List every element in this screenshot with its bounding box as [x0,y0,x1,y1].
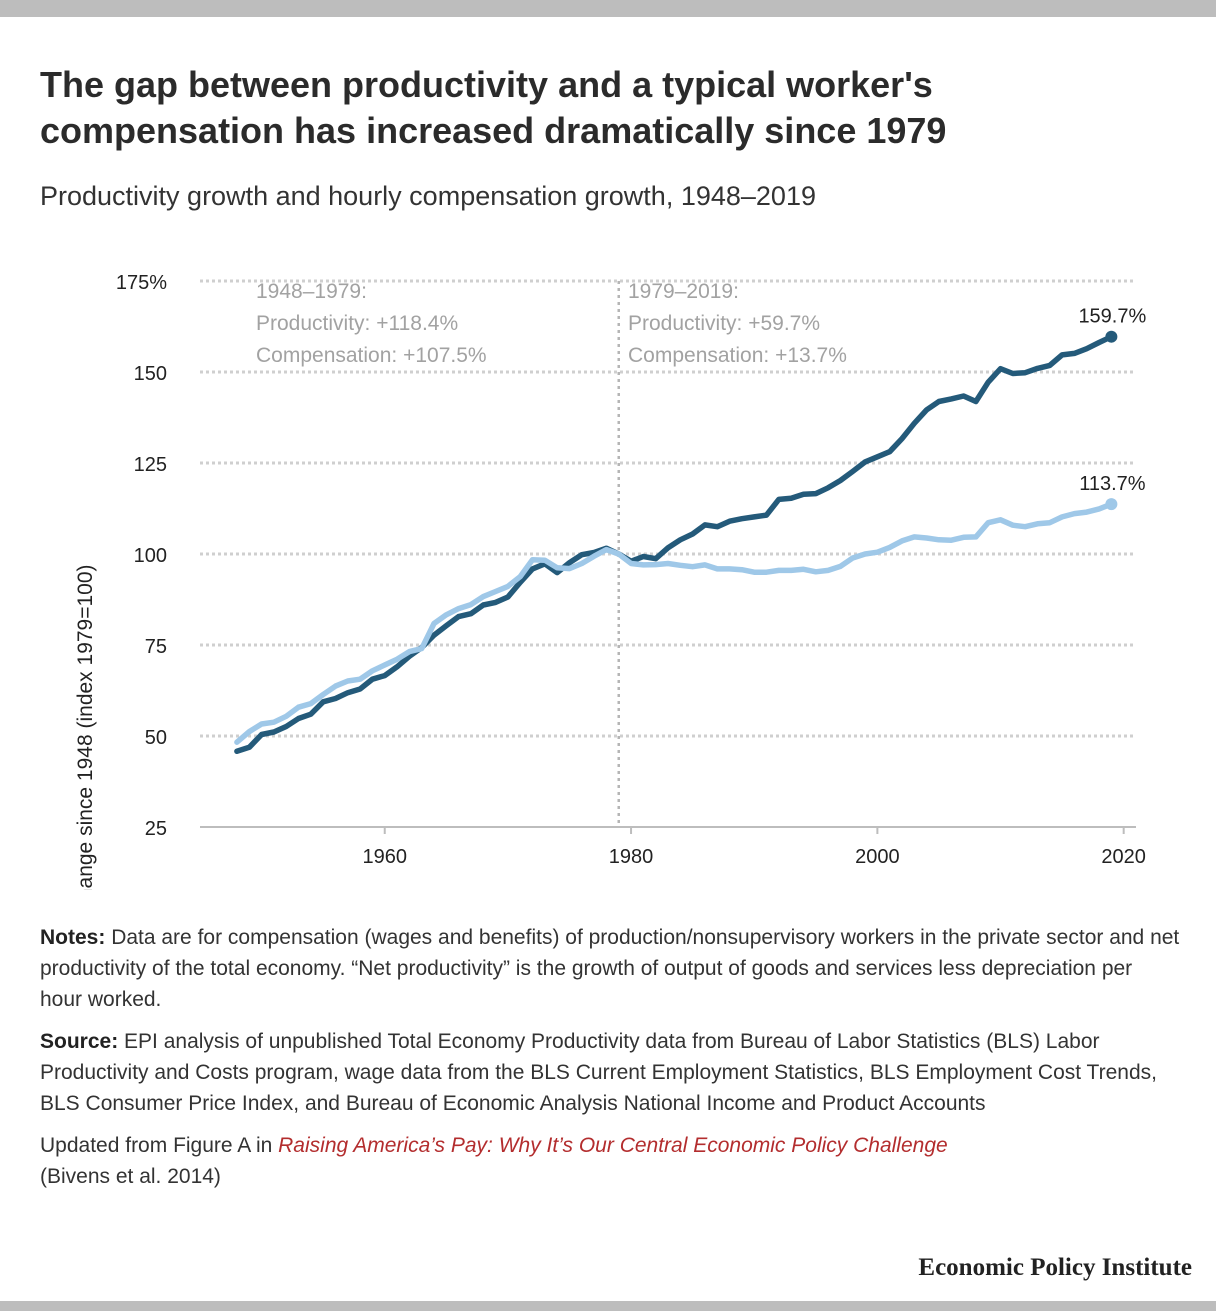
source-paragraph: Source: EPI analysis of unpublished Tota… [40,1026,1180,1119]
y-tick-label: 125 [134,454,167,476]
series-endpoint-1 [1105,498,1118,511]
x-tick-label: 2000 [855,846,900,868]
brand-logo-text: Economic Policy Institute [918,1254,1192,1281]
series-end-label: 159.7% [1078,306,1146,328]
top-border [0,0,1216,17]
source-text: EPI analysis of unpublished Total Econom… [40,1030,1157,1115]
updated-paragraph: Updated from Figure A in Raising America… [40,1130,1180,1192]
series-endpoint-0 [1105,330,1118,343]
y-tick-label: 175% [116,272,167,294]
y-axis-label: Cumulative change since 1948 (index 1979… [74,564,97,890]
notes-paragraph: Notes: Data are for compensation (wages … [40,922,1180,1015]
bottom-border [0,1301,1216,1311]
updated-prefix: Updated from Figure A in [40,1134,279,1157]
notes-label: Notes: [40,926,106,949]
period-annotation: 1948–1979: Productivity: +118.4% Compensat… [256,280,487,367]
x-tick-label: 2020 [1101,846,1146,868]
period-annotation: 1979–2019: Productivity: +59.7% Compensati… [628,280,847,367]
annotation-line: Productivity: +118.4% [256,312,458,335]
data-series: 159.7% 113.7% [234,306,1146,755]
updated-suffix: (Bivens et al. 2014) [40,1165,221,1188]
annotation-line: 1979–2019: [628,280,739,303]
notes-section: Notes: Data are for compensation (wages … [40,922,1180,1203]
series-line-0 [234,333,1115,755]
series-end-label: 113.7% [1079,473,1146,495]
annotation-line: 1948–1979: [256,280,367,303]
y-tick-label: 150 [134,363,167,385]
axes: 25 50 75 100 125 150 175% 1960 1980 2000 2020 [116,272,1146,868]
y-tick-label: 100 [134,545,167,567]
notes-text: Data are for compensation (wages and ben… [40,926,1180,1011]
chart-title: The gap between productivity and a typic… [40,64,947,151]
line-chart: 25 50 75 100 125 150 175% 1960 1980 2000 2020 1948… [74,272,1146,890]
series-line-1 [234,501,1115,745]
y-tick-label: 50 [145,727,167,749]
y-tick-label: 75 [145,636,167,658]
x-tick-label: 1980 [609,846,654,868]
annotation-line: Productivity: +59.7% [628,312,820,335]
annotation-line: Compensation: +107.5% [256,344,487,367]
source-label: Source: [40,1030,119,1053]
y-tick-label: 25 [145,818,167,840]
annotation-line: Compensation: +13.7% [628,344,847,367]
x-tick-label: 1960 [362,846,407,868]
period-annotations: 1948–1979: Productivity: +118.4% Compensat… [256,280,847,827]
grid-lines [200,279,1136,738]
chart-subtitle: Productivity growth and hourly compensat… [40,181,816,211]
report-link[interactable]: Raising America’s Pay: Why It’s Our Cent… [278,1134,948,1157]
